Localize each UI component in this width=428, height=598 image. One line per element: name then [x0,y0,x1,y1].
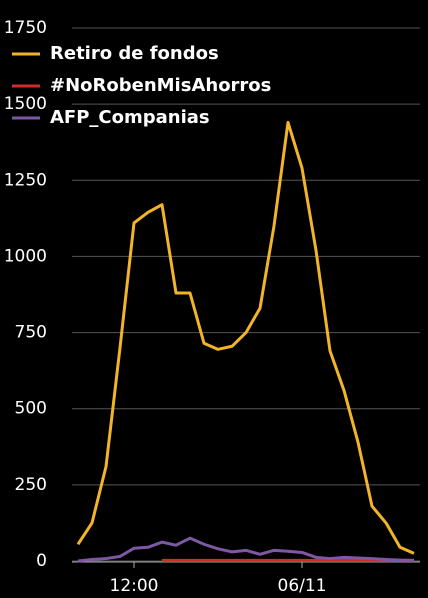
series-line [76,120,415,555]
y-tick-label: 0 [36,551,47,571]
x-tick-label: 06/11 [278,576,327,596]
legend-label: AFP_Companias [50,107,210,128]
y-tick-label: 250 [15,475,47,495]
y-tick-label: 1250 [4,170,47,190]
y-tick-label: 1750 [4,18,47,38]
legend-label: #NoRobenMisAhorros [50,75,271,96]
y-tick-label: 1000 [4,246,47,266]
y-tick-label: 1500 [4,94,47,114]
series-line [77,536,415,563]
y-tick-label: 750 [15,323,47,343]
legend-label: Retiro de fondos [50,43,219,64]
y-tick-label: 500 [15,399,47,419]
x-tick-label: 12:00 [110,576,159,596]
